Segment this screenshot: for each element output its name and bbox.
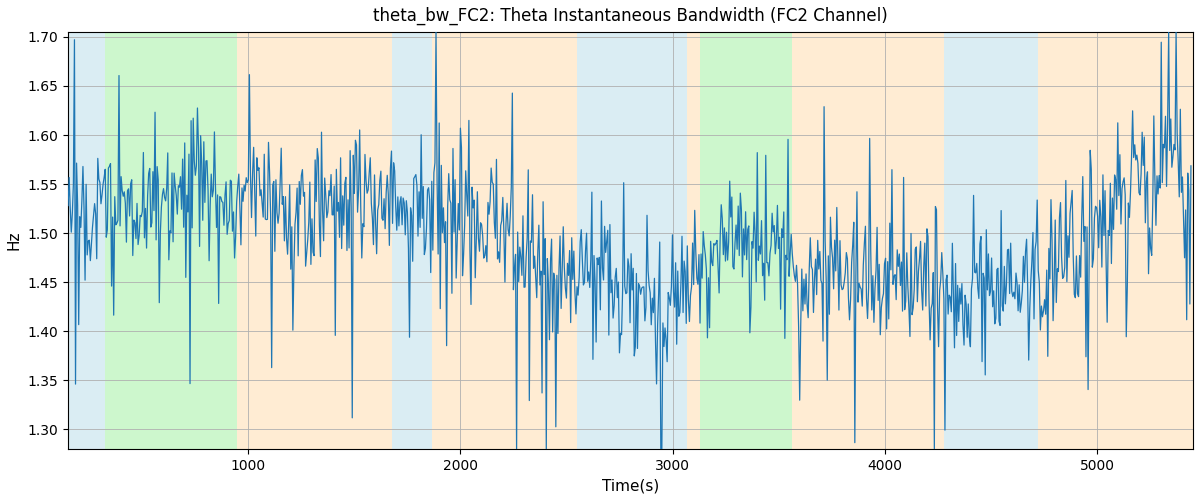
Bar xyxy=(688,32,700,449)
Bar xyxy=(577,32,688,449)
Bar xyxy=(68,32,106,449)
Title: theta_bw_FC2: Theta Instantaneous Bandwidth (FC2 Channel): theta_bw_FC2: Theta Instantaneous Bandwi… xyxy=(373,7,888,25)
Bar xyxy=(700,32,792,449)
Bar xyxy=(828,32,944,449)
Bar xyxy=(1038,32,1193,449)
Bar xyxy=(106,32,238,449)
Bar xyxy=(432,32,577,449)
Bar xyxy=(792,32,828,449)
X-axis label: Time(s): Time(s) xyxy=(602,478,659,493)
Bar xyxy=(392,32,432,449)
Bar xyxy=(238,32,392,449)
Y-axis label: Hz: Hz xyxy=(7,230,22,250)
Bar xyxy=(944,32,1038,449)
